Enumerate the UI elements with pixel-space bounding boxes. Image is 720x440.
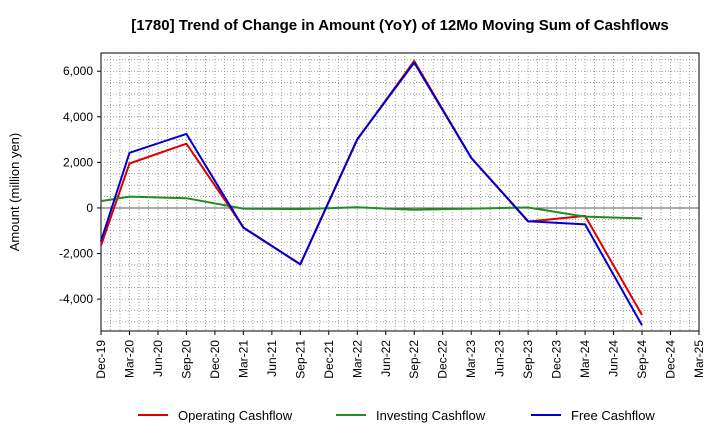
plot-area xyxy=(100,52,700,332)
y-tick-label: 6,000 xyxy=(63,64,93,78)
x-tick-label: Sep-20 xyxy=(179,340,193,379)
x-tick-label: Sep-22 xyxy=(407,340,421,379)
legend-label-operating-cashflow: Operating Cashflow xyxy=(178,408,293,423)
x-tick-label: Dec-19 xyxy=(94,340,108,379)
x-tick-label: Mar-22 xyxy=(350,340,364,378)
series-lines xyxy=(100,60,643,326)
x-tick-label: Mar-20 xyxy=(122,340,136,378)
x-tick-label: Mar-24 xyxy=(578,340,592,378)
grid xyxy=(101,53,699,331)
x-tick-label: Mar-25 xyxy=(692,340,706,378)
x-tick-label: Sep-23 xyxy=(521,340,535,379)
y-tick-label: 2,000 xyxy=(63,155,93,169)
x-tick-label: Sep-21 xyxy=(293,340,307,379)
x-tick-label: Jun-24 xyxy=(607,340,621,377)
x-tick-label: Dec-20 xyxy=(208,340,222,379)
series-line-free-cashflow xyxy=(100,61,643,326)
legend-label-free-cashflow: Free Cashflow xyxy=(571,408,655,423)
x-tick-label: Jun-23 xyxy=(493,340,507,377)
x-axis: Dec-19 Mar-20 Jun-20 Sep-20 Dec-20 Mar-21 Jun-… xyxy=(94,331,706,379)
x-tick-label: Dec-21 xyxy=(322,340,336,379)
legend: Operating Cashflow Investing Cashflow Free… xyxy=(138,408,655,423)
x-tick-label: Jun-21 xyxy=(265,340,279,377)
y-tick-label: -2,000 xyxy=(59,247,93,261)
y-axis: -4,000 -2,000 0 2,000 4,000 6,000 xyxy=(59,64,101,306)
y-tick-label: 4,000 xyxy=(63,110,93,124)
x-tick-label: Dec-24 xyxy=(664,340,678,379)
x-tick-label: Jun-20 xyxy=(151,340,165,377)
y-tick-label: -4,000 xyxy=(59,292,93,306)
x-tick-label: Dec-22 xyxy=(436,340,450,379)
x-tick-label: Sep-24 xyxy=(635,340,649,379)
chart-title: [1780] Trend of Change in Amount (YoY) o… xyxy=(131,17,669,34)
y-tick-label: 0 xyxy=(86,201,93,215)
series-line-investing-cashflow xyxy=(100,195,643,220)
x-tick-label: Mar-21 xyxy=(236,340,250,378)
y-axis-label: Amount (million yen) xyxy=(7,133,22,252)
legend-label-investing-cashflow: Investing Cashflow xyxy=(376,408,486,423)
x-tick-label: Mar-23 xyxy=(464,340,478,378)
x-tick-label: Jun-22 xyxy=(379,340,393,377)
x-tick-label: Dec-23 xyxy=(550,340,564,379)
